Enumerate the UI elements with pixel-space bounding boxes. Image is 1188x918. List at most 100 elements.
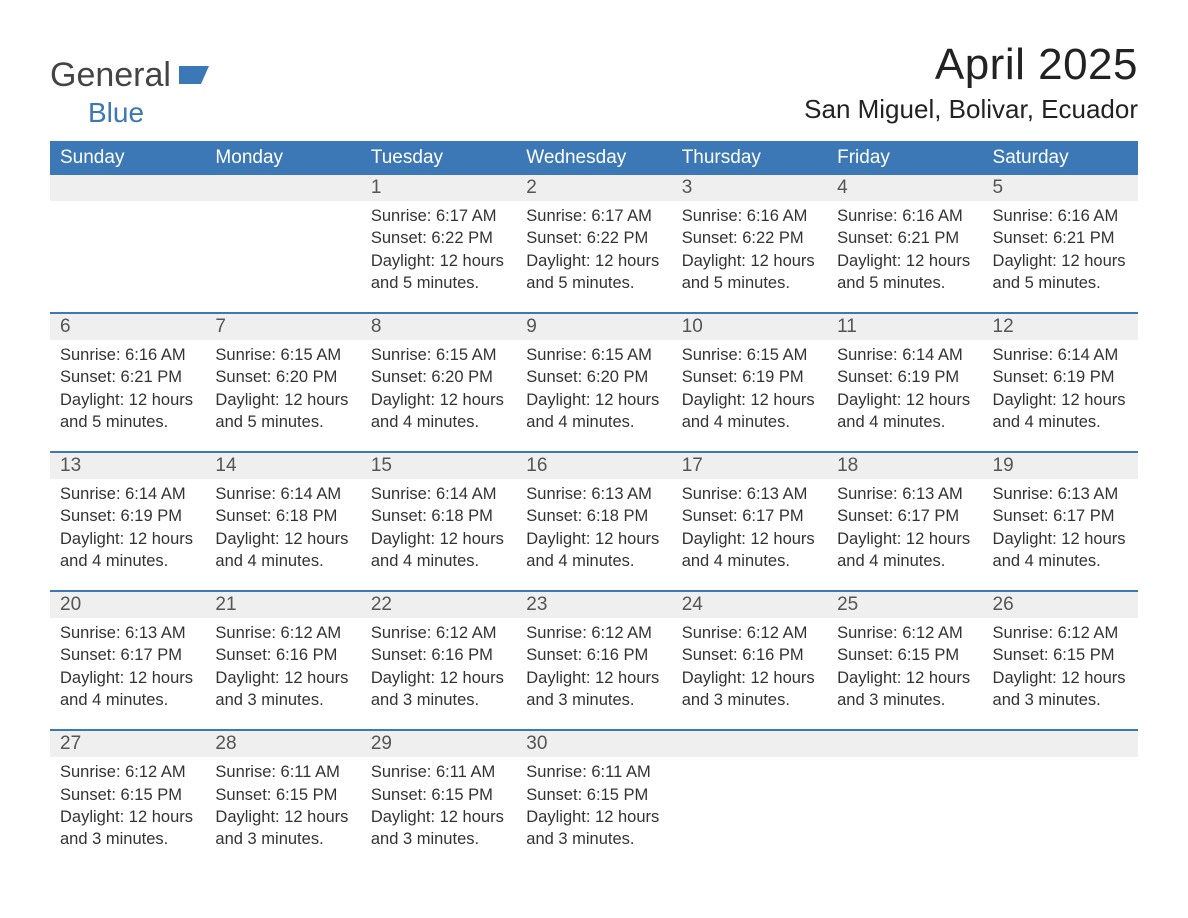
day-number-row: 13141516171819: [50, 452, 1138, 479]
logo-word-2: Blue: [88, 99, 209, 127]
daylight-text: Daylight: 12 hours and 4 minutes.: [60, 528, 195, 573]
sunset-text: Sunset: 6:15 PM: [993, 644, 1128, 666]
day-content-cell: Sunrise: 6:11 AMSunset: 6:15 PMDaylight:…: [361, 757, 516, 868]
day-number-row: 27282930: [50, 730, 1138, 757]
sunset-text: Sunset: 6:22 PM: [526, 227, 661, 249]
day-number-cell: 15: [361, 452, 516, 479]
day-number-cell: 26: [983, 591, 1138, 618]
day-content-cell: Sunrise: 6:14 AMSunset: 6:18 PMDaylight:…: [361, 479, 516, 591]
day-number-row: 20212223242526: [50, 591, 1138, 618]
day-content-cell: Sunrise: 6:15 AMSunset: 6:19 PMDaylight:…: [672, 340, 827, 452]
calendar-table: Sunday Monday Tuesday Wednesday Thursday…: [50, 141, 1138, 868]
day-number-cell: 30: [516, 730, 671, 757]
day-number-cell: 4: [827, 175, 982, 201]
day-content-cell: [672, 757, 827, 868]
daylight-text: Daylight: 12 hours and 5 minutes.: [682, 250, 817, 295]
day-number-cell: 5: [983, 175, 1138, 201]
daylight-text: Daylight: 12 hours and 4 minutes.: [993, 389, 1128, 434]
day-number-cell: 28: [205, 730, 360, 757]
day-content-cell: Sunrise: 6:16 AMSunset: 6:21 PMDaylight:…: [50, 340, 205, 452]
day-content-cell: Sunrise: 6:16 AMSunset: 6:22 PMDaylight:…: [672, 201, 827, 313]
sunset-text: Sunset: 6:20 PM: [526, 366, 661, 388]
day-content-row: Sunrise: 6:17 AMSunset: 6:22 PMDaylight:…: [50, 201, 1138, 313]
sunrise-text: Sunrise: 6:14 AM: [60, 483, 195, 505]
day-number-cell: 22: [361, 591, 516, 618]
day-content-cell: [983, 757, 1138, 868]
daylight-text: Daylight: 12 hours and 3 minutes.: [993, 667, 1128, 712]
sunrise-text: Sunrise: 6:17 AM: [526, 205, 661, 227]
daylight-text: Daylight: 12 hours and 4 minutes.: [682, 528, 817, 573]
daylight-text: Daylight: 12 hours and 3 minutes.: [526, 667, 661, 712]
daylight-text: Daylight: 12 hours and 5 minutes.: [215, 389, 350, 434]
daylight-text: Daylight: 12 hours and 3 minutes.: [215, 667, 350, 712]
day-content-cell: Sunrise: 6:13 AMSunset: 6:17 PMDaylight:…: [827, 479, 982, 591]
day-number-cell: 19: [983, 452, 1138, 479]
day-content-cell: Sunrise: 6:12 AMSunset: 6:15 PMDaylight:…: [983, 618, 1138, 730]
sunrise-text: Sunrise: 6:15 AM: [682, 344, 817, 366]
weekday-header: Tuesday: [361, 141, 516, 175]
sunset-text: Sunset: 6:19 PM: [837, 366, 972, 388]
day-content-cell: Sunrise: 6:15 AMSunset: 6:20 PMDaylight:…: [516, 340, 671, 452]
day-content-cell: Sunrise: 6:15 AMSunset: 6:20 PMDaylight:…: [205, 340, 360, 452]
sunrise-text: Sunrise: 6:13 AM: [993, 483, 1128, 505]
sunset-text: Sunset: 6:16 PM: [371, 644, 506, 666]
sunrise-text: Sunrise: 6:12 AM: [682, 622, 817, 644]
day-content-cell: Sunrise: 6:12 AMSunset: 6:15 PMDaylight:…: [827, 618, 982, 730]
day-content-cell: Sunrise: 6:14 AMSunset: 6:19 PMDaylight:…: [827, 340, 982, 452]
day-content-cell: Sunrise: 6:16 AMSunset: 6:21 PMDaylight:…: [827, 201, 982, 313]
day-number-cell: 29: [361, 730, 516, 757]
sunrise-text: Sunrise: 6:11 AM: [371, 761, 506, 783]
sunset-text: Sunset: 6:22 PM: [371, 227, 506, 249]
daylight-text: Daylight: 12 hours and 4 minutes.: [993, 528, 1128, 573]
sunset-text: Sunset: 6:15 PM: [215, 784, 350, 806]
daylight-text: Daylight: 12 hours and 3 minutes.: [837, 667, 972, 712]
sunset-text: Sunset: 6:18 PM: [215, 505, 350, 527]
daylight-text: Daylight: 12 hours and 4 minutes.: [60, 667, 195, 712]
day-content-cell: [827, 757, 982, 868]
sunrise-text: Sunrise: 6:14 AM: [215, 483, 350, 505]
day-number-cell: [205, 175, 360, 201]
day-number-cell: 16: [516, 452, 671, 479]
title-block: April 2025 San Miguel, Bolivar, Ecuador: [804, 40, 1138, 137]
day-content-cell: Sunrise: 6:16 AMSunset: 6:21 PMDaylight:…: [983, 201, 1138, 313]
sunset-text: Sunset: 6:19 PM: [682, 366, 817, 388]
sunrise-text: Sunrise: 6:12 AM: [215, 622, 350, 644]
daylight-text: Daylight: 12 hours and 4 minutes.: [371, 389, 506, 434]
day-number-cell: [983, 730, 1138, 757]
day-content-cell: Sunrise: 6:14 AMSunset: 6:19 PMDaylight:…: [983, 340, 1138, 452]
daylight-text: Daylight: 12 hours and 5 minutes.: [371, 250, 506, 295]
weekday-header: Monday: [205, 141, 360, 175]
sunset-text: Sunset: 6:16 PM: [526, 644, 661, 666]
sunrise-text: Sunrise: 6:13 AM: [837, 483, 972, 505]
sunset-text: Sunset: 6:16 PM: [215, 644, 350, 666]
sunset-text: Sunset: 6:21 PM: [60, 366, 195, 388]
day-number-cell: 3: [672, 175, 827, 201]
day-content-row: Sunrise: 6:13 AMSunset: 6:17 PMDaylight:…: [50, 618, 1138, 730]
sunrise-text: Sunrise: 6:14 AM: [993, 344, 1128, 366]
sunrise-text: Sunrise: 6:16 AM: [682, 205, 817, 227]
sunset-text: Sunset: 6:17 PM: [837, 505, 972, 527]
sunset-text: Sunset: 6:15 PM: [526, 784, 661, 806]
day-content-cell: Sunrise: 6:12 AMSunset: 6:15 PMDaylight:…: [50, 757, 205, 868]
sunrise-text: Sunrise: 6:13 AM: [682, 483, 817, 505]
weekday-header: Friday: [827, 141, 982, 175]
location: San Miguel, Bolivar, Ecuador: [804, 94, 1138, 125]
day-number-cell: 2: [516, 175, 671, 201]
sunrise-text: Sunrise: 6:12 AM: [371, 622, 506, 644]
weekday-header: Wednesday: [516, 141, 671, 175]
day-number-cell: [827, 730, 982, 757]
daylight-text: Daylight: 12 hours and 3 minutes.: [60, 806, 195, 851]
day-number-cell: [672, 730, 827, 757]
sunset-text: Sunset: 6:16 PM: [682, 644, 817, 666]
sunset-text: Sunset: 6:19 PM: [993, 366, 1128, 388]
day-content-cell: Sunrise: 6:13 AMSunset: 6:18 PMDaylight:…: [516, 479, 671, 591]
sunrise-text: Sunrise: 6:16 AM: [837, 205, 972, 227]
weekday-header: Thursday: [672, 141, 827, 175]
header: General Blue April 2025 San Miguel, Boli…: [50, 40, 1138, 137]
sunset-text: Sunset: 6:20 PM: [215, 366, 350, 388]
day-number-cell: 6: [50, 313, 205, 340]
sunset-text: Sunset: 6:21 PM: [837, 227, 972, 249]
sunrise-text: Sunrise: 6:11 AM: [526, 761, 661, 783]
sunrise-text: Sunrise: 6:15 AM: [526, 344, 661, 366]
sunset-text: Sunset: 6:15 PM: [837, 644, 972, 666]
